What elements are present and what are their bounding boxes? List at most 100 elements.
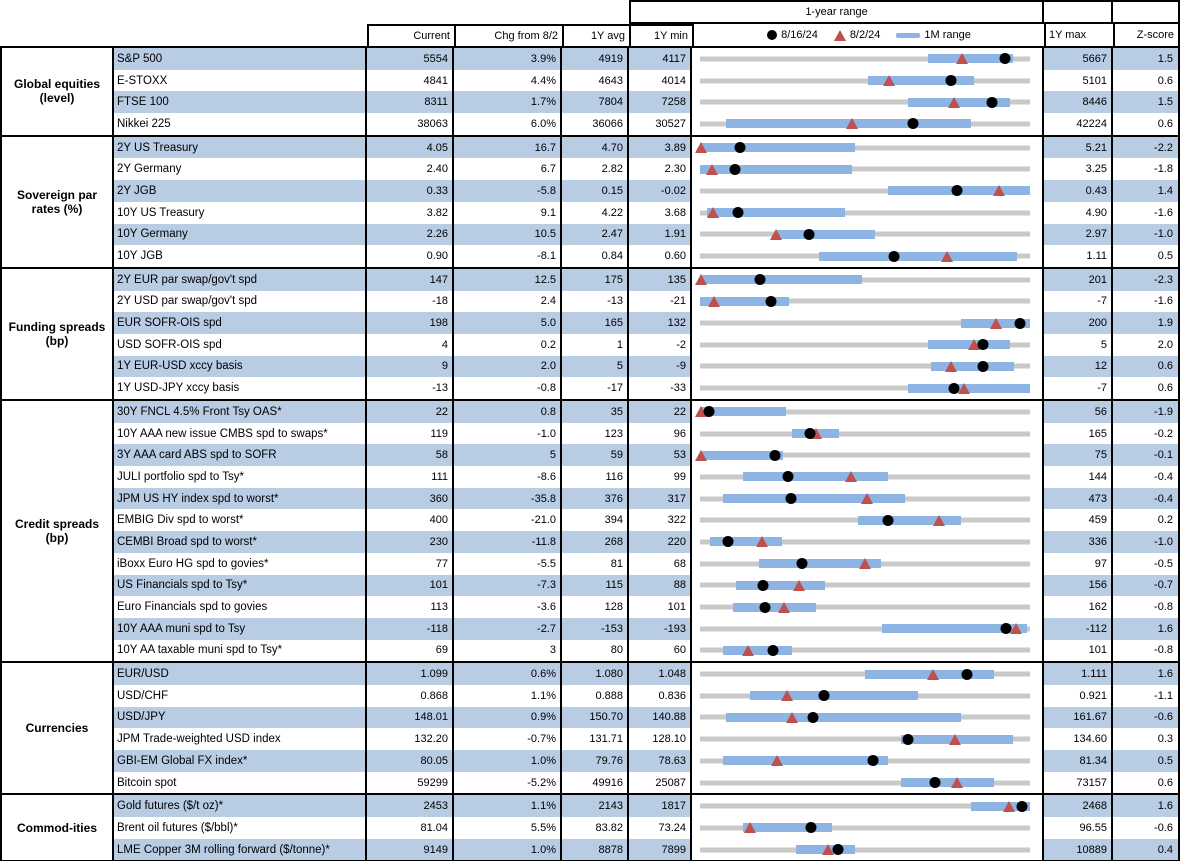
instrument-name: 3Y AAA card ABS spd to SOFR bbox=[114, 444, 367, 467]
chg-from-8-2-value: -11.8 bbox=[454, 531, 562, 553]
chg-from-8-2-value: 1.0% bbox=[454, 838, 562, 861]
z-score-value: 1.6 bbox=[1113, 663, 1180, 685]
1y-min-value: 322 bbox=[629, 509, 692, 532]
1y-avg-value: 4.22 bbox=[562, 201, 629, 224]
chg-from-8-2-value: 0.2 bbox=[454, 333, 562, 356]
chg-from-8-2-value: 6.0% bbox=[454, 113, 562, 135]
table-row: 30Y FNCL 4.5% Front Tsy OAS* 22 0.8 35 2… bbox=[114, 401, 1180, 423]
table-row: 10Y AA taxable muni spd to Tsy* 69 3 80 … bbox=[114, 639, 1180, 662]
z-score-value: 0.6 bbox=[1113, 69, 1180, 92]
8-2-24-marker-icon bbox=[781, 690, 794, 702]
chg-from-8-2-value: -5.5 bbox=[454, 552, 562, 575]
8-16-24-marker-icon bbox=[902, 733, 914, 745]
instrument-name: 10Y AAA muni spd to Tsy bbox=[114, 617, 367, 640]
table-row: JPM Trade-weighted USD index 132.20 -0.7… bbox=[114, 728, 1180, 750]
8-2-24-marker-icon bbox=[947, 96, 960, 108]
1m-range-bar bbox=[726, 712, 961, 722]
8-16-24-marker-icon bbox=[807, 711, 819, 723]
1m-range-bar bbox=[700, 407, 786, 417]
z-score-value: -1.6 bbox=[1113, 201, 1180, 224]
table-section: Currencies EUR/USD 1.099 0.6% 1.080 1.04… bbox=[2, 663, 1180, 796]
1y-min-value: -21 bbox=[629, 290, 692, 313]
1y-max-value: 73157 bbox=[1044, 771, 1113, 794]
instrument-name: Brent oil futures ($/bbl)* bbox=[114, 817, 367, 839]
1m-range-bar bbox=[742, 823, 832, 833]
table-row: LME Copper 3M rolling forward ($/tonne)*… bbox=[114, 838, 1180, 861]
1y-min-value: 0.60 bbox=[629, 245, 692, 267]
table-row: US Financials spd to Tsy* 101 -7.3 115 8… bbox=[114, 574, 1180, 597]
chg-from-8-2-value: 9.1 bbox=[454, 201, 562, 224]
z-score-value: -2.3 bbox=[1113, 268, 1180, 291]
chg-from-8-2-value: -2.7 bbox=[454, 617, 562, 640]
range-chart-cell bbox=[692, 312, 1044, 334]
chg-from-8-2-value: 1.0% bbox=[454, 750, 562, 772]
legend-item-1m-range: 1M range bbox=[896, 29, 971, 41]
1y-avg-value: 116 bbox=[562, 466, 629, 488]
8-2-24-marker-icon bbox=[883, 75, 896, 87]
current-value: 69 bbox=[367, 639, 454, 662]
instrument-name: USD/JPY bbox=[114, 706, 367, 729]
1y-max-value: 134.60 bbox=[1044, 728, 1113, 750]
8-16-24-marker-icon bbox=[769, 449, 781, 461]
8-2-24-marker-icon bbox=[694, 274, 707, 286]
z-score-value: 1.6 bbox=[1113, 795, 1180, 818]
group-label: Currencies bbox=[2, 663, 114, 794]
group-label: Credit spreads (bp) bbox=[2, 401, 114, 662]
table-body: Global equities (level) S&P 500 5554 3.9… bbox=[0, 46, 1180, 861]
current-value: 0.90 bbox=[367, 245, 454, 267]
section-rows: EUR/USD 1.099 0.6% 1.080 1.048 1.111 1.6… bbox=[114, 663, 1180, 794]
1m-range-bar bbox=[901, 778, 994, 788]
1y-range-track bbox=[694, 406, 1030, 418]
8-2-24-marker-icon bbox=[949, 733, 962, 745]
1m-range-bar bbox=[931, 361, 1014, 371]
chg-from-8-2-value: 12.5 bbox=[454, 268, 562, 291]
8-2-24-marker-icon bbox=[792, 579, 805, 591]
1y-max-value: 97 bbox=[1044, 552, 1113, 575]
1y-min-value: 88 bbox=[629, 574, 692, 597]
8-16-24-marker-icon bbox=[929, 777, 941, 789]
1y-max-value: 156 bbox=[1044, 574, 1113, 597]
8-16-24-marker-icon bbox=[757, 579, 769, 591]
1y-range-track bbox=[700, 623, 1030, 635]
range-chart-cell bbox=[692, 639, 1044, 662]
chart-legend: 8/16/24 8/2/24 1M range bbox=[692, 24, 1044, 46]
chg-from-8-2-value: -3.6 bbox=[454, 596, 562, 618]
8-16-24-marker-icon bbox=[703, 406, 715, 418]
1y-max-value: 165 bbox=[1044, 422, 1113, 445]
8-16-24-marker-icon bbox=[999, 53, 1011, 65]
1y-avg-value: 150.70 bbox=[562, 706, 629, 729]
1y-avg-value: 165 bbox=[562, 312, 629, 334]
1y-avg-value: 123 bbox=[562, 422, 629, 445]
instrument-name: Bitcoin spot bbox=[114, 771, 367, 794]
z-score-value: 0.4 bbox=[1113, 838, 1180, 861]
instrument-name: LME Copper 3M rolling forward ($/tonne)* bbox=[114, 838, 367, 861]
current-value: 2.26 bbox=[367, 223, 454, 246]
1m-range-bar bbox=[775, 229, 875, 239]
z-score-value: 1.9 bbox=[1113, 312, 1180, 334]
1y-min-value: 99 bbox=[629, 466, 692, 488]
8-2-24-marker-icon bbox=[932, 514, 945, 526]
8-2-24-marker-icon bbox=[990, 317, 1002, 329]
z-score-value: -0.8 bbox=[1113, 596, 1180, 618]
range-chart-cell bbox=[692, 728, 1044, 750]
1m-range-bar bbox=[723, 756, 889, 766]
1y-avg-value: 35 bbox=[562, 401, 629, 423]
z-score-value: 1.5 bbox=[1113, 91, 1180, 114]
table-row: EUR/USD 1.099 0.6% 1.080 1.048 1.111 1.6 bbox=[114, 663, 1180, 685]
current-value: -18 bbox=[367, 290, 454, 313]
1y-avg-value: 394 bbox=[562, 509, 629, 532]
1y-min-value: 68 bbox=[629, 552, 692, 575]
1y-max-value: -7 bbox=[1044, 290, 1113, 313]
table-row: S&P 500 5554 3.9% 4919 4117 5667 1.5 bbox=[114, 48, 1180, 70]
current-value: 9 bbox=[367, 355, 454, 378]
table-section: Funding spreads (bp) 2Y EUR par swap/gov… bbox=[2, 268, 1180, 401]
range-header-title: 1-year range bbox=[629, 0, 1044, 24]
current-value: -118 bbox=[367, 617, 454, 640]
instrument-name: S&P 500 bbox=[114, 48, 367, 70]
1y-avg-value: -17 bbox=[562, 377, 629, 399]
z-score-value: -1.1 bbox=[1113, 684, 1180, 707]
chg-from-8-2-value: 6.7 bbox=[454, 158, 562, 181]
legend-label: 8/2/24 bbox=[849, 29, 881, 41]
table-row: JULI portfolio spd to Tsy* 111 -8.6 116 … bbox=[114, 466, 1180, 488]
